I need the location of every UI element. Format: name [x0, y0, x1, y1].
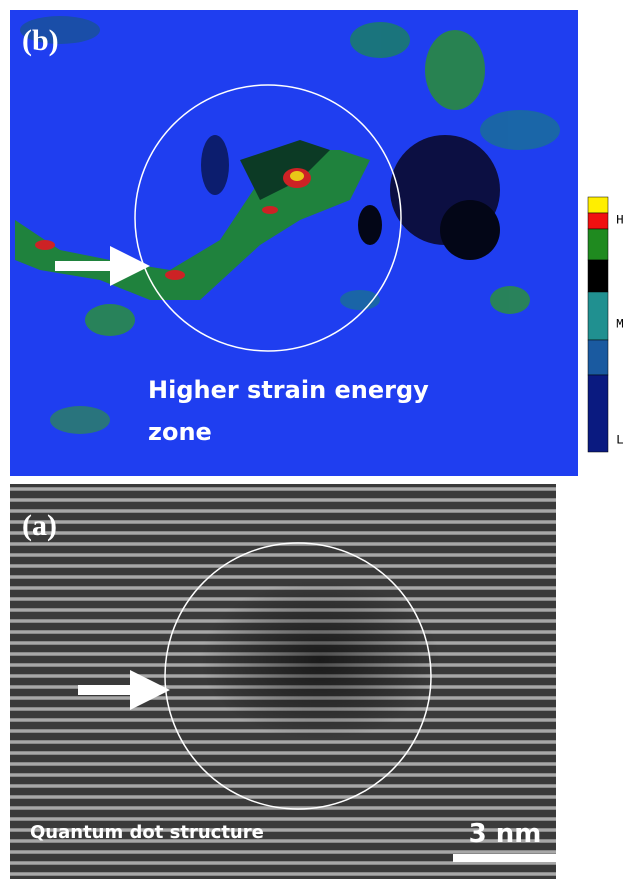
panel-label: (a): [22, 509, 57, 542]
caption: Higher strain energy: [148, 376, 429, 404]
quantum-dot: [200, 580, 440, 740]
figure: (b) Higher strain energy zone H M L (a) …: [0, 0, 630, 879]
panel-label: (b): [22, 24, 59, 57]
legend-label: H: [616, 212, 624, 227]
caption: zone: [148, 418, 212, 446]
caption: Quantum dot structure: [30, 822, 264, 843]
scale-bar: [453, 854, 556, 862]
scale-bar-label: 3 nm: [469, 819, 542, 849]
panel-b: (b) Higher strain energy zone: [10, 10, 578, 476]
legend: [588, 197, 608, 452]
legend-label: M: [616, 316, 624, 331]
panel-a: (a) Quantum dot structure 3 nm: [10, 484, 556, 879]
legend-label: L: [616, 432, 624, 447]
